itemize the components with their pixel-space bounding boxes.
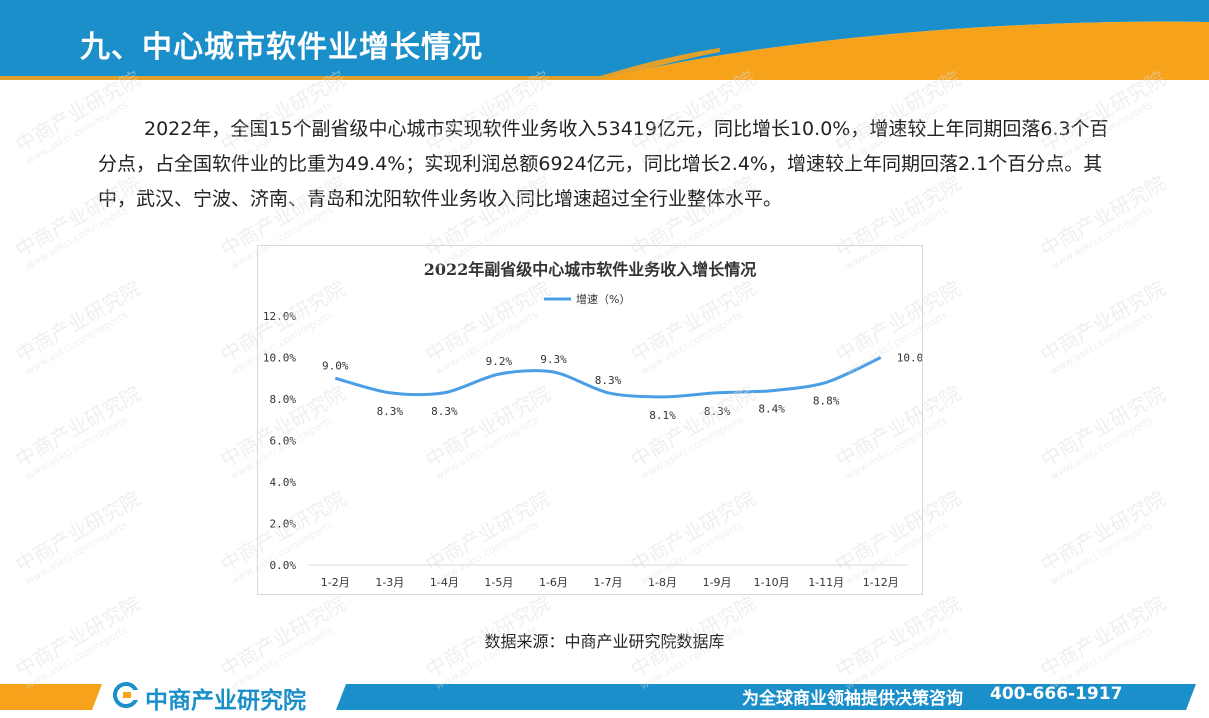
x-tick-label: 1-11月 [808, 576, 844, 589]
series-line [334, 356, 882, 399]
data-label: 8.1% [649, 409, 676, 422]
data-label: 10.0% [897, 352, 922, 365]
line-chart: 2022年副省级中心城市软件业务收入增长情况 增速（%） 0.0% 2.0% 4.0… [263, 260, 922, 589]
data-source: 数据来源：中商产业研究院数据库 [484, 632, 725, 651]
x-tick-label: 1-5月 [484, 576, 513, 589]
y-axis: 0.0% 2.0% 4.0% 6.0% 8.0% 10.0% 12.0% [263, 310, 296, 572]
data-label: 8.3% [431, 405, 458, 418]
y-tick-label: 0.0% [270, 559, 297, 572]
data-label: 8.3% [595, 374, 622, 387]
watermark-text: 中商产业研究院 [1036, 381, 1170, 472]
data-label: 9.2% [486, 355, 513, 368]
page-title: 九、中心城市软件业增长情况 [80, 30, 483, 65]
x-tick-label: 1-10月 [754, 576, 790, 589]
watermark-subtext: www.askci.com/reports [1048, 519, 1155, 588]
watermark-subtext: www.askci.com/reports [1048, 309, 1155, 378]
watermark-text: 中商产业研究院 [11, 276, 145, 367]
y-tick-label: 6.0% [270, 435, 297, 448]
legend-label: 增速（%） [576, 292, 630, 306]
watermark-text: 中商产业研究院 [11, 381, 145, 472]
data-label: 8.4% [758, 403, 785, 416]
data-label: 9.0% [322, 359, 349, 372]
x-tick-label: 1-8月 [648, 576, 677, 589]
data-label: 9.3% [540, 353, 567, 366]
watermark-subtext: www.askci.com/reports [23, 309, 130, 378]
y-tick-label: 12.0% [263, 310, 296, 323]
watermark-text: 中商产业研究院 [11, 486, 145, 577]
x-tick-label: 1-2月 [321, 576, 350, 589]
header-banner: 九、中心城市软件业增长情况 [0, 0, 1209, 80]
data-label: 8.8% [813, 394, 840, 407]
data-label: 8.3% [704, 405, 731, 418]
watermark-text: 中商产业研究院 [1036, 486, 1170, 577]
watermark-subtext: www.askci.com/reports [1048, 414, 1155, 483]
data-label: 8.3% [377, 405, 404, 418]
y-tick-label: 4.0% [270, 476, 297, 489]
intro-paragraph: 2022年，全国15个副省级中心城市实现软件业务收入53419亿元，同比增长10… [98, 118, 1109, 210]
watermark: 中商产业研究院 www.askci.com/reports [1034, 483, 1175, 588]
watermark-text: 中商产业研究院 [1036, 276, 1170, 367]
watermark-subtext: www.askci.com/reports [23, 519, 130, 588]
watermark: 中商产业研究院 www.askci.com/reports [1034, 378, 1175, 483]
y-tick-label: 10.0% [263, 352, 296, 365]
series-path [334, 356, 882, 399]
watermark: 中商产业研究院 www.askci.com/reports [1034, 273, 1175, 378]
x-tick-label: 1-7月 [594, 576, 623, 589]
x-tick-label: 1-6月 [539, 576, 568, 589]
x-tick-label: 1-3月 [375, 576, 404, 589]
y-tick-label: 8.0% [270, 393, 297, 406]
footer-bar [0, 676, 1209, 718]
data-labels: 9.0% 8.3% 8.3% 9.2% 9.3% 8.3% 8.1% 8.3% 8.4% 8.8%… [322, 352, 922, 422]
footer-phone: 400-666-1917 [990, 684, 1123, 704]
chart-title: 2022年副省级中心城市软件业务收入增长情况 [424, 260, 757, 279]
footer-background [0, 682, 1196, 710]
logo-text: 中商产业研究院 [145, 688, 306, 714]
watermark: 中商产业研究院 www.askci.com/reports [9, 273, 150, 378]
x-axis: 1-2月 1-3月 1-4月 1-5月 1-6月 1-7月 1-8月 1-9月 1-10月 1-1… [308, 564, 908, 589]
header-background [0, 0, 1209, 80]
x-tick-label: 1-12月 [863, 576, 899, 589]
y-tick-label: 2.0% [270, 518, 297, 531]
chart-container: 2022年副省级中心城市软件业务收入增长情况 增速（%） 0.0% 2.0% 4.0… [257, 245, 923, 595]
logo-icon [113, 682, 140, 708]
x-tick-label: 1-9月 [703, 576, 732, 589]
footer-slogan: 为全球商业领袖提供决策咨询 [742, 689, 963, 709]
watermark: 中商产业研究院 www.askci.com/reports [9, 483, 150, 588]
watermark: 中商产业研究院 www.askci.com/reports [9, 378, 150, 483]
x-tick-label: 1-4月 [430, 576, 459, 589]
watermark-subtext: www.askci.com/reports [23, 414, 130, 483]
